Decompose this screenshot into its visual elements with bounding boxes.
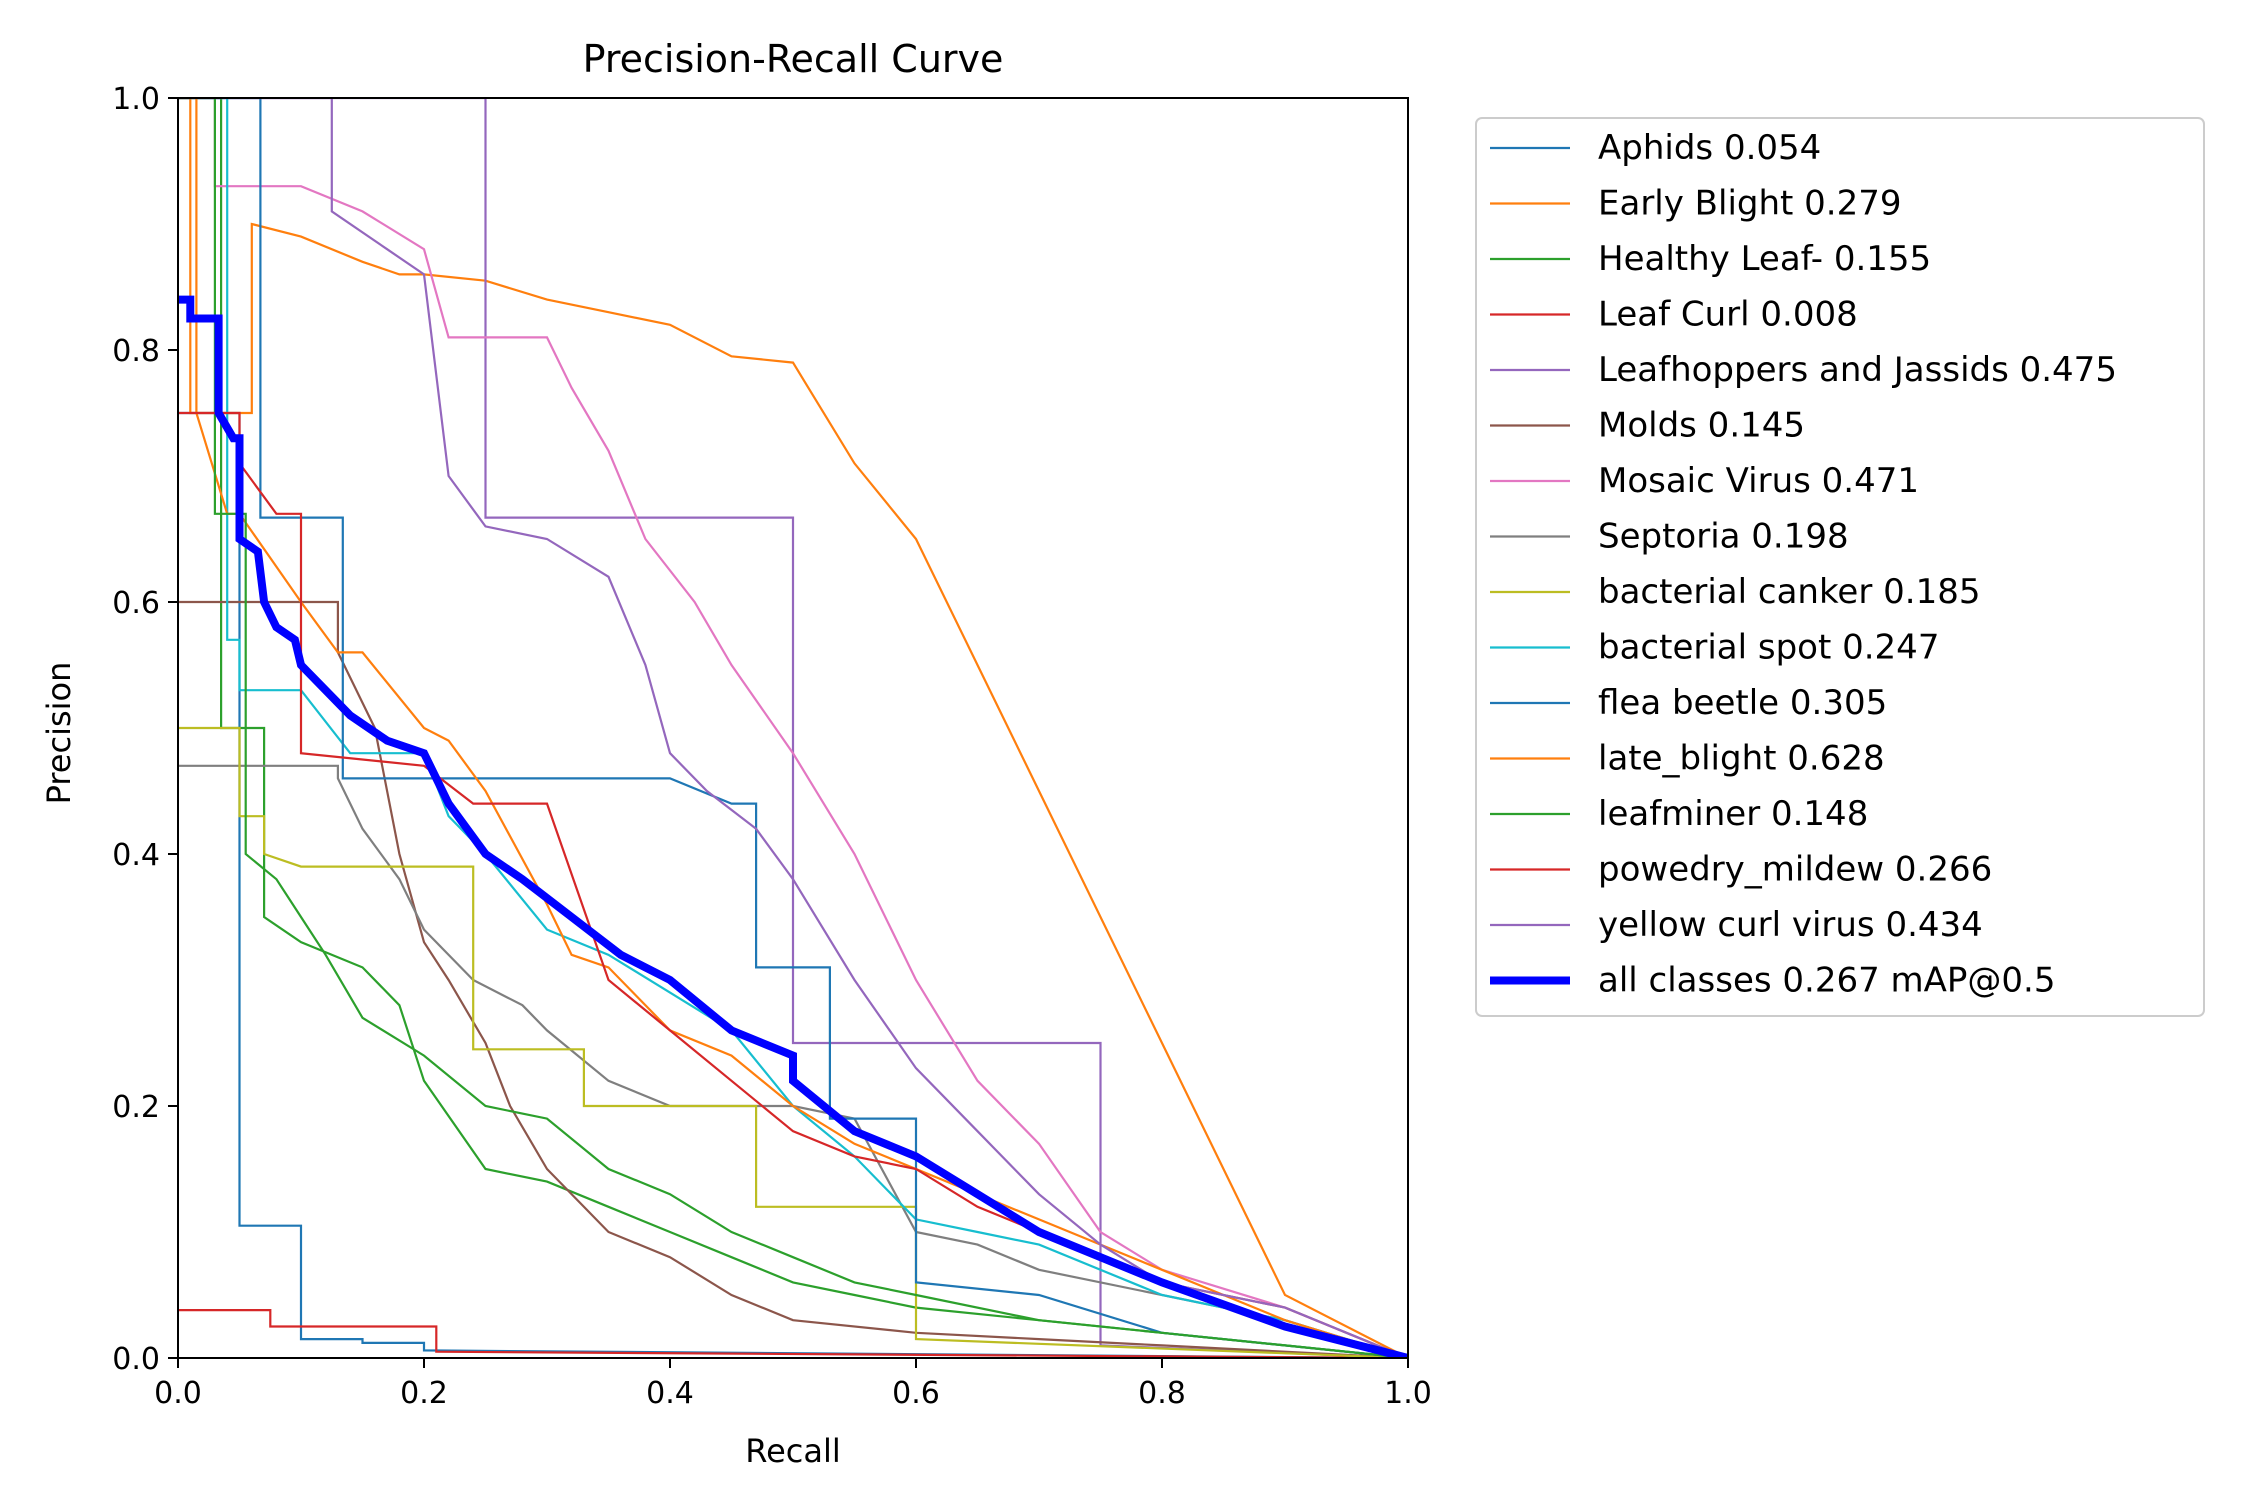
series-line-8 xyxy=(178,726,1408,1358)
series-line-12 xyxy=(178,98,1408,1358)
legend-label-6: Mosaic Virus 0.471 xyxy=(1598,461,1919,501)
x-tick-label-5: 1.0 xyxy=(1384,1376,1432,1411)
legend: Aphids 0.054 Early Blight 0.279 Healthy Le… xyxy=(1475,117,2205,1017)
series-line-11 xyxy=(178,98,1408,1358)
x-axis-label: Recall xyxy=(745,1432,840,1470)
chart-title: Precision-Recall Curve xyxy=(583,37,1004,81)
y-tick-label-0: 0.0 xyxy=(112,1342,160,1377)
series-line-14 xyxy=(178,98,1408,1358)
series-line-15 xyxy=(178,295,1408,1358)
series-line-5 xyxy=(178,600,1408,1358)
plot-area: 0.0 0.2 0.4 0.6 0.8 1.0 0.0 0.2 0.4 0.6 0.8 1.0 xyxy=(112,82,1432,1411)
y-tick-label-5: 1.0 xyxy=(112,82,160,117)
series-line-1 xyxy=(178,98,1408,1358)
x-tick-label-1: 0.2 xyxy=(400,1376,448,1411)
legend-label-1: Early Blight 0.279 xyxy=(1598,184,1902,224)
legend-label-3: Leaf Curl 0.008 xyxy=(1598,295,1858,335)
x-tick-label-0: 0.0 xyxy=(154,1376,202,1411)
legend-label-10: flea beetle 0.305 xyxy=(1598,683,1887,723)
legend-label-0: Aphids 0.054 xyxy=(1598,128,1821,168)
legend-label-13: powedry_mildew 0.266 xyxy=(1598,850,1992,890)
legend-label-15: all classes 0.267 mAP@0.5 xyxy=(1598,961,2055,1001)
x-tick-label-3: 0.6 xyxy=(892,1376,940,1411)
legend-label-14: yellow curl virus 0.434 xyxy=(1598,905,1983,945)
plot-frame xyxy=(177,97,1409,1359)
legend-label-7: Septoria 0.198 xyxy=(1598,517,1849,557)
y-tick-label-2: 0.4 xyxy=(112,838,160,873)
legend-box xyxy=(1475,117,2205,1017)
legend-label-5: Molds 0.145 xyxy=(1598,406,1805,446)
legend-label-11: late_blight 0.628 xyxy=(1598,739,1885,779)
series-line-7 xyxy=(178,764,1408,1358)
series-line-2 xyxy=(178,98,1408,1358)
y-tick-label-4: 0.8 xyxy=(112,334,160,369)
x-tick-label-2: 0.4 xyxy=(646,1376,694,1411)
series-line-3 xyxy=(178,1308,1408,1358)
legend-label-2: Healthy Leaf- 0.155 xyxy=(1598,239,1931,279)
y-tick-label-1: 0.2 xyxy=(112,1090,160,1125)
series-line-4 xyxy=(178,98,1408,1358)
series-line-9 xyxy=(178,98,1408,1358)
series-line-10 xyxy=(178,98,1408,1358)
legend-label-4: Leafhoppers and Jassids 0.475 xyxy=(1598,350,2117,390)
series-lines xyxy=(178,98,1408,1358)
series-line-0 xyxy=(178,411,1408,1358)
x-tick-label-4: 0.8 xyxy=(1138,1376,1186,1411)
y-tick-label-3: 0.6 xyxy=(112,586,160,621)
legend-label-9: bacterial spot 0.247 xyxy=(1598,628,1939,668)
legend-label-12: leafminer 0.148 xyxy=(1598,794,1868,834)
y-axis-label: Precision xyxy=(40,662,78,805)
legend-label-8: bacterial canker 0.185 xyxy=(1598,572,1980,612)
